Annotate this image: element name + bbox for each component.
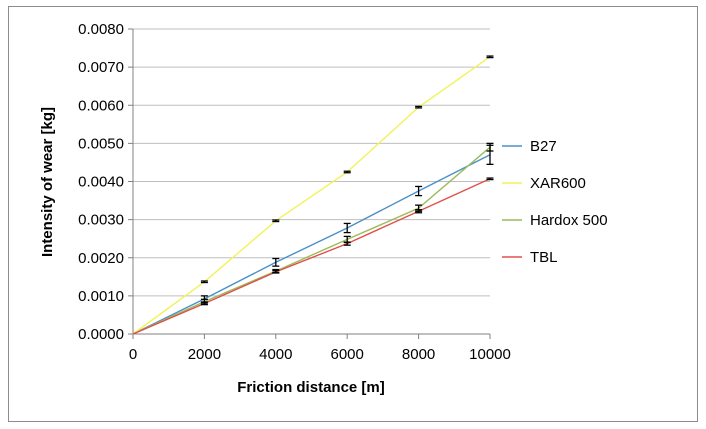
x-tick-label-4: 8000 xyxy=(402,346,435,363)
y-tick-label-3: 0.0030 xyxy=(78,212,124,229)
error-bar-3-5 xyxy=(486,177,494,181)
error-bar-2-5 xyxy=(486,142,494,152)
error-bar-1-1 xyxy=(200,280,208,284)
x-tick-labels: 0 2000 4000 6000 8000 10000 xyxy=(129,346,511,363)
error-bar-0-2 xyxy=(272,257,280,267)
series-line-1 xyxy=(132,56,491,335)
error-bar-1-2 xyxy=(272,219,280,223)
error-bar-1-5 xyxy=(486,55,494,59)
error-bar-0-3 xyxy=(343,222,351,234)
error-bar-1-3 xyxy=(343,170,351,174)
y-tick-label-0: 0.0000 xyxy=(78,326,124,343)
gridlines xyxy=(133,28,490,297)
error-bar-0-4 xyxy=(415,185,423,197)
x-tick-label-1: 2000 xyxy=(188,346,221,363)
y-tick-label-5: 0.0050 xyxy=(78,135,124,152)
axes xyxy=(128,28,491,339)
x-axis-label: Friction distance [m] xyxy=(237,379,385,396)
x-tick-label-0: 0 xyxy=(129,346,137,363)
legend-label-2: Hardox 500 xyxy=(530,212,608,229)
chart-frame: 0.0000 0.0010 0.0020 0.0030 0.0040 0.0050 0.00… xyxy=(8,6,698,422)
legend-label-0: B27 xyxy=(530,138,557,155)
y-tick-label-4: 0.0040 xyxy=(78,174,124,191)
error-bar-3-4 xyxy=(415,209,423,214)
wear-intensity-chart: 0.0000 0.0010 0.0020 0.0030 0.0040 0.0050 0.00… xyxy=(39,21,608,396)
y-tick-label-7: 0.0070 xyxy=(78,59,124,76)
series-line-0 xyxy=(132,154,491,335)
x-tick-label-3: 6000 xyxy=(331,346,364,363)
error-bar-3-3 xyxy=(343,241,351,246)
y-tick-label-8: 0.0080 xyxy=(78,21,124,38)
error-bars xyxy=(200,55,494,306)
legend-label-1: XAR600 xyxy=(530,175,586,192)
y-tick-label-2: 0.0020 xyxy=(78,250,124,267)
error-bar-3-1 xyxy=(200,301,208,306)
legend: B27 XAR600 Hardox 500 TBL xyxy=(502,138,608,266)
series-lines xyxy=(132,56,491,335)
y-tick-label-6: 0.0060 xyxy=(78,97,124,114)
y-tick-labels: 0.0000 0.0010 0.0020 0.0030 0.0040 0.0050 0.00… xyxy=(78,21,124,343)
y-tick-label-1: 0.0010 xyxy=(78,288,124,305)
error-bar-3-2 xyxy=(272,270,280,274)
y-axis-label: Intensity of wear [kg] xyxy=(39,107,56,257)
legend-label-3: TBL xyxy=(530,249,558,266)
x-tick-label-2: 4000 xyxy=(259,346,292,363)
series-line-2 xyxy=(132,146,491,335)
error-bar-1-4 xyxy=(415,105,423,109)
series-line-3 xyxy=(132,178,491,335)
x-tick-label-5: 10000 xyxy=(469,346,511,363)
